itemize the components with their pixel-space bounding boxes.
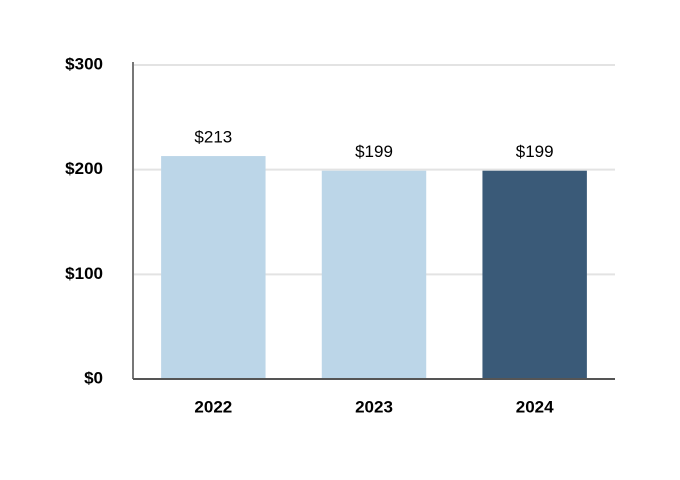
value-label: $199: [516, 142, 554, 161]
x-tick-label: 2023: [355, 397, 393, 416]
y-tick-label: $100: [65, 264, 103, 283]
y-tick-label: $300: [65, 54, 103, 73]
bar: [321, 170, 427, 379]
y-tick-label: $200: [65, 159, 103, 178]
x-tick-label: 2022: [194, 397, 232, 416]
value-label: $213: [194, 128, 232, 147]
y-tick-label: $0: [84, 368, 103, 387]
bar: [482, 170, 587, 379]
x-tick-label: 2024: [516, 397, 554, 416]
bar: [161, 156, 266, 379]
value-label: $199: [355, 142, 393, 161]
